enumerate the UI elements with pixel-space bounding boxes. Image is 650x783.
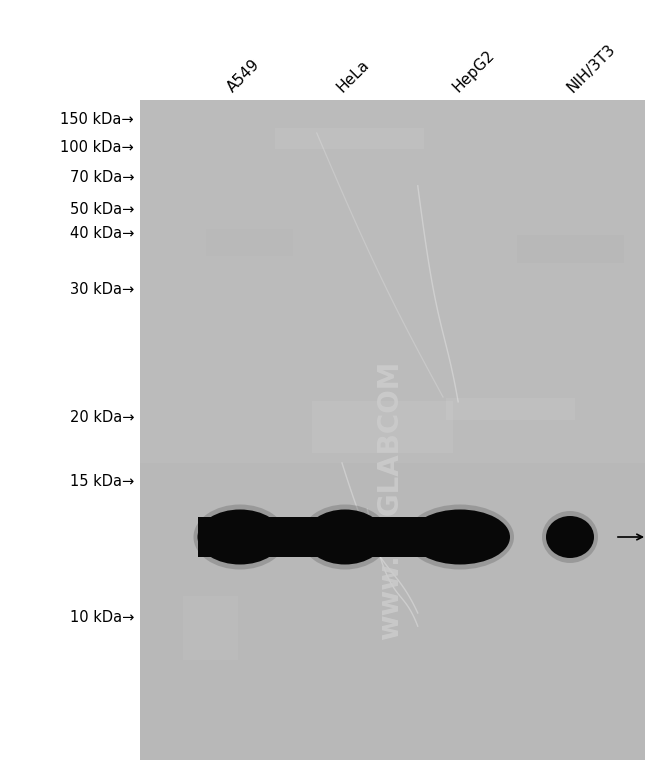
Text: NIH/3T3: NIH/3T3 — [564, 41, 618, 95]
Ellipse shape — [546, 516, 594, 558]
Text: HepG2: HepG2 — [449, 48, 497, 95]
Ellipse shape — [198, 510, 283, 565]
Bar — [517, 235, 624, 263]
Bar — [305, 517, 460, 557]
Text: 30 kDa→: 30 kDa→ — [70, 283, 134, 298]
Bar — [205, 229, 292, 255]
Ellipse shape — [542, 511, 598, 563]
Bar — [198, 517, 343, 557]
Text: A549: A549 — [224, 56, 263, 95]
Text: 10 kDa→: 10 kDa→ — [70, 611, 134, 626]
Ellipse shape — [301, 504, 389, 569]
Text: 20 kDa→: 20 kDa→ — [70, 410, 134, 425]
Text: 150 kDa→: 150 kDa→ — [60, 113, 134, 128]
Bar — [183, 596, 238, 661]
Text: 40 kDa→: 40 kDa→ — [70, 226, 134, 241]
Text: 15 kDa→: 15 kDa→ — [70, 474, 134, 489]
Text: 70 kDa→: 70 kDa→ — [70, 171, 134, 186]
Bar — [140, 100, 645, 760]
Ellipse shape — [194, 504, 287, 569]
Ellipse shape — [406, 504, 514, 569]
Bar — [312, 402, 453, 453]
Ellipse shape — [305, 510, 385, 565]
Bar — [140, 100, 645, 463]
Bar — [276, 128, 424, 149]
Text: www.PTGLABCOM: www.PTGLABCOM — [376, 360, 404, 640]
Text: HeLa: HeLa — [334, 57, 372, 95]
Text: 100 kDa→: 100 kDa→ — [60, 140, 134, 156]
Text: 50 kDa→: 50 kDa→ — [70, 203, 134, 218]
Bar — [446, 398, 575, 420]
Ellipse shape — [410, 510, 510, 565]
